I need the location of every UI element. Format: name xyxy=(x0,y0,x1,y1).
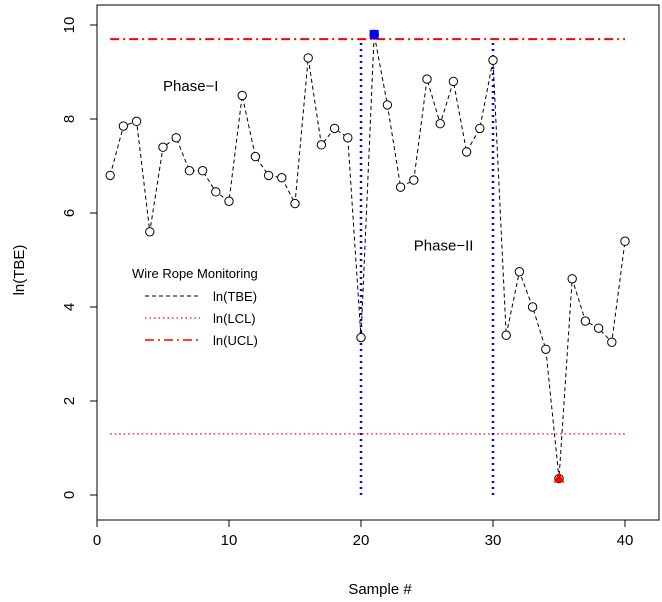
phase-ii-label: Phase−II xyxy=(414,238,474,255)
data-point xyxy=(131,116,142,127)
legend-entry: ln(UCL) xyxy=(213,333,258,348)
data-point xyxy=(211,187,221,197)
data-point xyxy=(197,166,208,176)
data-point xyxy=(382,100,393,110)
data-point xyxy=(435,119,445,129)
data-point xyxy=(448,76,459,87)
data-point xyxy=(461,147,472,157)
data-point xyxy=(409,175,419,185)
data-point xyxy=(356,332,366,343)
data-point xyxy=(343,133,353,143)
signal-marker-square xyxy=(369,29,379,39)
data-point xyxy=(475,123,485,134)
data-point xyxy=(224,196,234,206)
legend-entry: ln(TBE) xyxy=(213,289,257,304)
y-tick-label: 2 xyxy=(61,397,78,405)
signal-marker-triangle xyxy=(553,472,565,483)
data-point xyxy=(171,133,181,143)
data-point xyxy=(237,90,247,101)
data-point xyxy=(395,182,406,192)
data-point xyxy=(329,123,340,134)
series-line xyxy=(109,34,626,479)
data-point xyxy=(501,330,511,340)
y-tick-label: 4 xyxy=(61,303,78,311)
data-point xyxy=(290,198,300,209)
x-tick-label: 0 xyxy=(93,532,101,549)
data-point xyxy=(145,227,155,237)
y-axis-title: ln(TBE) xyxy=(11,245,28,296)
data-point xyxy=(316,140,327,150)
data-point xyxy=(118,121,129,131)
x-tick-label: 40 xyxy=(617,532,634,549)
x-tick-label: 20 xyxy=(353,532,370,549)
plot-area: 0 10 20 30 40 0 2 4 6 8 10 Phase−I Phase−II Wire Rope… xyxy=(61,4,660,549)
data-point xyxy=(541,344,551,354)
data-point xyxy=(422,74,432,84)
data-point xyxy=(105,170,115,181)
plot-frame xyxy=(96,4,660,521)
y-tick-label: 8 xyxy=(61,115,78,123)
data-point xyxy=(607,337,617,347)
legend-entry: ln(LCL) xyxy=(213,311,256,326)
data-point xyxy=(514,267,525,277)
x-tick-label: 30 xyxy=(485,532,502,549)
data-point xyxy=(580,316,591,326)
y-tick-label: 6 xyxy=(61,209,78,217)
legend-title: Wire Rope Monitoring xyxy=(132,266,258,281)
data-point xyxy=(620,236,630,246)
y-tick-label: 0 xyxy=(61,491,78,499)
data-point xyxy=(303,53,313,63)
x-axis-title: Sample # xyxy=(348,581,412,598)
data-point xyxy=(263,170,274,181)
data-point xyxy=(488,55,498,65)
data-point xyxy=(184,166,195,176)
data-point xyxy=(277,173,287,183)
data-point xyxy=(567,274,577,284)
phase-i-label: Phase−I xyxy=(163,78,218,95)
data-point xyxy=(158,142,168,152)
data-point xyxy=(250,151,261,162)
y-tick-label: 10 xyxy=(61,17,78,34)
data-point xyxy=(527,302,538,312)
data-point xyxy=(593,323,604,333)
x-tick-label: 10 xyxy=(221,532,238,549)
